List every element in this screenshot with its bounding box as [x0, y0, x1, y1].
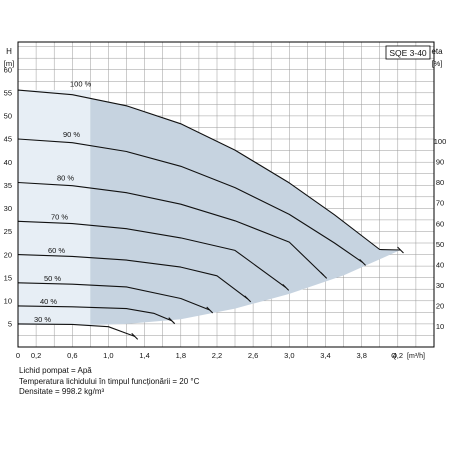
curve-label: 40 %	[40, 297, 57, 306]
curve-label: 30 %	[34, 315, 51, 324]
y-tick-label: 25	[4, 227, 12, 236]
x-tick-label: 2,2	[212, 351, 222, 360]
chart-title: SQE 3-40	[389, 48, 427, 58]
conditions-notes: Lichid pompat = Apă Temperatura lichidul…	[19, 366, 199, 398]
y2-tick-label: 60	[436, 219, 444, 228]
x-tick-label: 1,8	[176, 351, 186, 360]
x-tick-label: 0	[16, 351, 20, 360]
x-tick-label: 1,0	[103, 351, 113, 360]
curve-label: 100 %	[70, 80, 92, 89]
curve-label: 70 %	[51, 213, 68, 222]
curve-label: 80 %	[57, 174, 74, 183]
y-tick-label: 60	[4, 65, 12, 74]
curve-end-marker	[244, 295, 252, 303]
x-tick-label: 3,4	[320, 351, 330, 360]
axis-labels: 0 0,2 0,6 1,0 1,4 1,8 2,2 2,6 3,0 3,4 3,8 4,2 5 10 15 2…	[4, 65, 447, 360]
operating-area-fill	[18, 90, 401, 325]
y2-axis-unit: [%]	[432, 59, 443, 68]
y-tick-label: 50	[4, 112, 12, 121]
x-tick-label: 2,6	[248, 351, 258, 360]
x-tick-label: 3,8	[356, 351, 366, 360]
curve-50-line	[17, 282, 210, 311]
curve-70-line	[17, 220, 287, 288]
y2-tick-label: 30	[436, 281, 444, 290]
x-axis-unit: [m³/h]	[407, 353, 425, 360]
curve-label: 90 %	[63, 130, 80, 139]
curve-30-line	[17, 323, 135, 337]
y-tick-label: 5	[8, 320, 12, 329]
curve-label: 60 %	[48, 246, 65, 255]
curve-90-line	[17, 138, 363, 263]
curve-end-marker	[131, 333, 139, 340]
x-tick-label: 3,0	[284, 351, 294, 360]
y2-tick-label: 40	[436, 260, 444, 269]
y2-tick-label: 20	[436, 302, 444, 311]
chart-title-box	[385, 45, 431, 60]
y-tick-label: 20	[4, 250, 12, 259]
curve-end-marker	[282, 284, 290, 291]
x-axis-title: Q	[391, 351, 397, 360]
y-tick-label: 35	[4, 181, 12, 190]
curve-80-line	[17, 181, 325, 276]
y-tick-label: 30	[4, 204, 12, 213]
x-tick-label: 4,2	[393, 351, 403, 360]
y-tick-label: 10	[4, 297, 12, 306]
x-tick-label: 1,4	[139, 351, 149, 360]
curve-end-marker	[168, 317, 176, 325]
curve-end-marker	[359, 259, 366, 266]
y2-axis-title: eta	[431, 47, 443, 56]
y-axis-unit: [m]	[4, 59, 14, 68]
liquid-note: Lichid pompat = Apă	[19, 366, 92, 375]
curve-100-line	[17, 89, 401, 251]
x-tick-label: 0,6	[67, 351, 77, 360]
curve-end-marker	[206, 306, 214, 314]
temperature-note: Temperatura lichidului în timpul funcțio…	[19, 376, 200, 386]
y2-tick-label: 10	[436, 322, 444, 331]
x-tick-label: 0,2	[31, 351, 41, 360]
density-note: Densitate = 998.2 kg/m³	[19, 387, 105, 396]
y2-tick-label: 50	[436, 240, 444, 249]
y2-tick-label: 90	[436, 158, 444, 167]
y2-tick-label: 70	[436, 199, 444, 208]
y-tick-label: 55	[4, 89, 12, 98]
curve-end-marker	[397, 246, 404, 254]
y2-tick-label: 80	[436, 178, 444, 187]
low-flow-band	[18, 90, 91, 325]
y-axis-title: H	[6, 47, 12, 56]
y-tick-label: 15	[4, 273, 12, 282]
curve-label: 50 %	[44, 274, 61, 283]
operating-area	[18, 90, 401, 325]
y-tick-label: 45	[4, 135, 12, 144]
curve-60-line	[17, 254, 249, 300]
curve-end-marker	[320, 272, 328, 279]
curve-40-line	[17, 305, 172, 322]
y-tick-label: 40	[4, 158, 12, 167]
plot-frame	[17, 41, 435, 348]
speed-curves: 100 % 90 % 80 % 70 % 60 % 50 % 40 % 30 %	[17, 80, 404, 340]
y2-tick-label: 100	[434, 137, 447, 146]
